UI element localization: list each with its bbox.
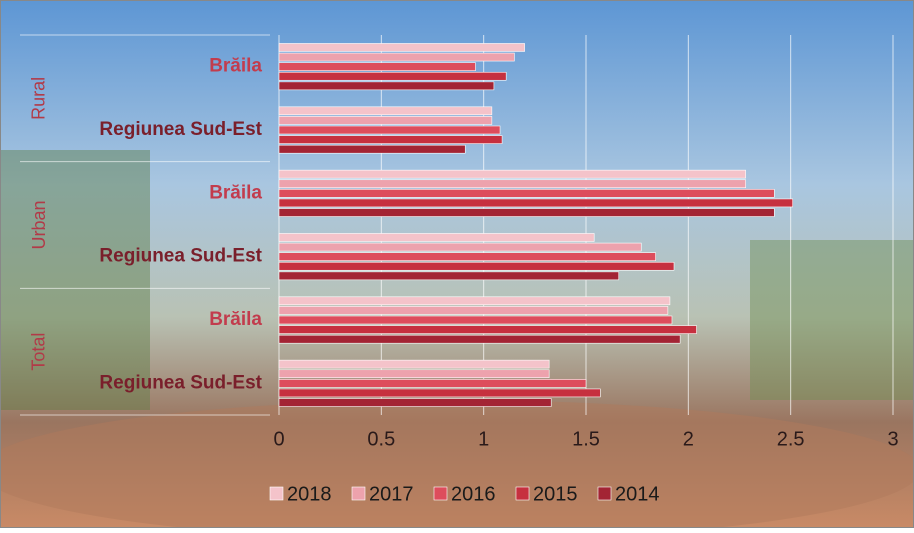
bar (279, 136, 502, 144)
y-tick-label: Brăila (209, 309, 262, 330)
x-tick-label: 0.5 (367, 428, 395, 450)
y-tick-label: Brăila (209, 182, 262, 203)
bar (279, 243, 641, 251)
group-label: Urban (29, 200, 49, 249)
bar (279, 82, 494, 90)
y-tick-label: Regiunea Sud-Est (99, 246, 262, 267)
x-tick-label: 1.5 (572, 428, 600, 450)
bar (279, 145, 465, 153)
trees (0, 150, 150, 410)
bar (279, 379, 586, 387)
bar (279, 189, 774, 197)
bar (279, 72, 506, 80)
bar (279, 116, 492, 124)
group-label: Total (29, 333, 49, 371)
bar (279, 306, 668, 314)
y-tick-label: Brăila (209, 56, 262, 77)
bar (279, 262, 674, 270)
legend-swatch (516, 487, 529, 500)
bar (279, 389, 600, 397)
legend-label: 2015 (533, 483, 578, 505)
bar (279, 326, 697, 334)
y-tick-label: Regiunea Sud-Est (99, 372, 262, 393)
group-label: Rural (29, 77, 49, 120)
trees (750, 240, 914, 400)
y-tick-label: Regiunea Sud-Est (99, 119, 262, 140)
bar (279, 180, 746, 188)
x-tick-label: 2 (683, 428, 694, 450)
legend-label: 2017 (369, 483, 414, 505)
bar (279, 43, 525, 51)
bar (279, 53, 514, 61)
bar (279, 199, 793, 207)
bar (279, 316, 672, 324)
legend-swatch (352, 487, 365, 500)
bar (279, 63, 475, 71)
legend-label: 2016 (451, 483, 496, 505)
legend-swatch (270, 487, 283, 500)
bar (279, 297, 670, 305)
x-tick-label: 2.5 (777, 428, 805, 450)
legend-label: 2018 (287, 483, 332, 505)
x-tick-label: 1 (478, 428, 489, 450)
bar (279, 126, 500, 134)
x-tick-label: 3 (887, 428, 898, 450)
bar (279, 399, 551, 407)
bar (279, 107, 492, 115)
legend-label: 2014 (615, 483, 660, 505)
bar (279, 360, 549, 368)
legend-swatch (598, 487, 611, 500)
bar (279, 233, 594, 241)
bar (279, 370, 549, 378)
x-tick-label: 0 (273, 428, 284, 450)
bar (279, 170, 746, 178)
bar (279, 253, 656, 261)
bar (279, 335, 680, 343)
legend-swatch (434, 487, 447, 500)
bar (279, 209, 774, 217)
chart: 0 0.5 1 1.5 2 2.5 3 Rural Urban Total Brăila Regiun… (0, 0, 914, 528)
bar (279, 272, 619, 280)
